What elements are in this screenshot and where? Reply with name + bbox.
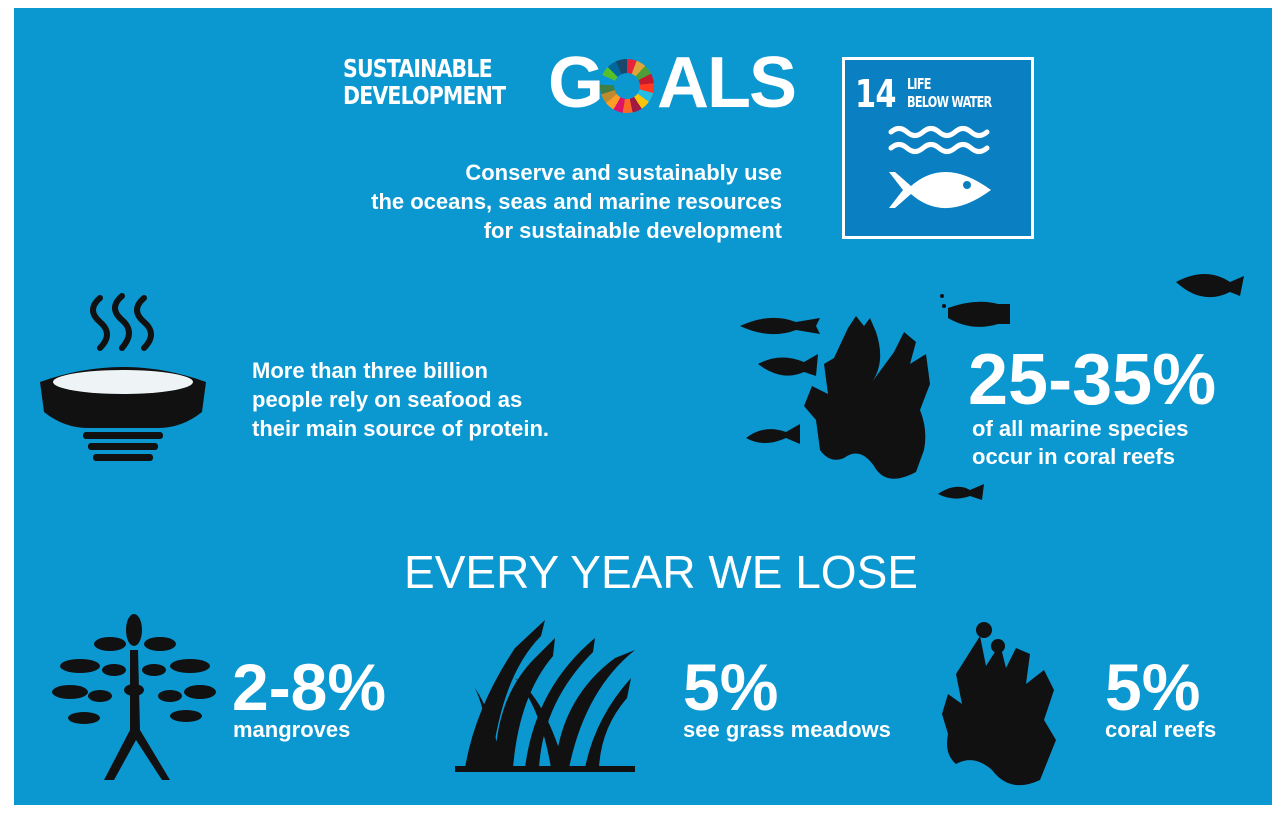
coral-stat-line: occur in coral reefs [972, 443, 1188, 471]
loss-value: 5% [1105, 652, 1200, 722]
logo-line: SUSTAINABLE [343, 55, 492, 82]
loss-value: 2-8% [232, 652, 386, 722]
logo-line: DEVELOPMENT [343, 82, 505, 109]
intro-line: for sustainable development [371, 216, 782, 245]
loss-label: see grass meadows [683, 716, 891, 744]
seafood-line: More than three billion [252, 356, 549, 385]
logo-word: ALS [657, 46, 795, 120]
loss-label: coral reefs [1105, 716, 1216, 744]
seafood-line: people rely on seafood as [252, 385, 549, 414]
fish-icon [845, 60, 1031, 236]
logo-word: G [548, 46, 604, 120]
intro-text: Conserve and sustainably use the oceans,… [371, 158, 782, 245]
seafood-line: their main source of protein. [252, 414, 549, 443]
seafood-text: More than three billion people rely on s… [252, 356, 549, 443]
coral-stat-text: of all marine species occur in coral ree… [972, 415, 1188, 471]
sdg-wheel [600, 59, 654, 113]
coral-stat-line: of all marine species [972, 415, 1188, 443]
loss-value: 5% [683, 652, 778, 722]
intro-line: Conserve and sustainably use [371, 158, 782, 187]
intro-line: the oceans, seas and marine resources [371, 187, 782, 216]
coral-stat-value: 25-35% [968, 342, 1216, 418]
losses-heading: EVERY YEAR WE LOSE [0, 546, 1272, 598]
page: SUSTAINABLE DEVELOPMENT G ALS Conserve a… [0, 0, 1272, 813]
goal-badge: 14 LIFE BELOW WATER [842, 57, 1034, 239]
seagrass-icon [455, 618, 637, 776]
coral-icon [936, 620, 1086, 780]
loss-label: mangroves [233, 716, 350, 744]
bowl-icon [38, 292, 208, 468]
mangrove-icon [50, 610, 218, 782]
